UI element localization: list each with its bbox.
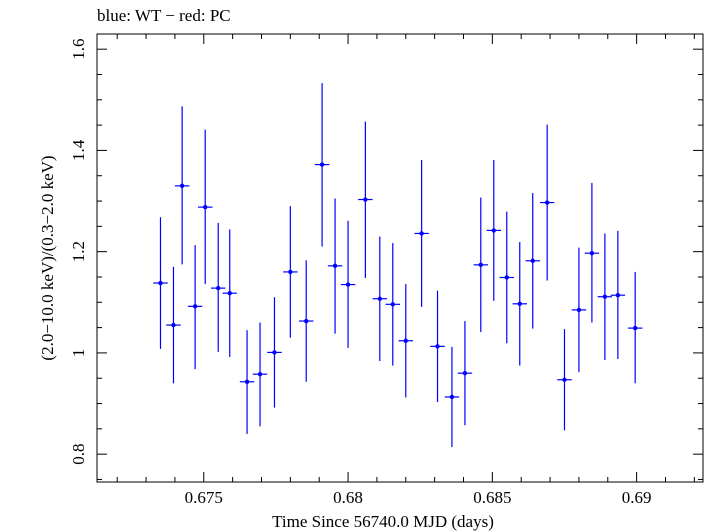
point-marker: [478, 262, 483, 268]
point-marker: [435, 344, 440, 349]
data-point: [398, 284, 413, 398]
point-marker: [589, 250, 595, 256]
point-marker: [419, 231, 424, 236]
point-marker: [562, 377, 567, 382]
data-point: [597, 233, 613, 361]
data-point: [512, 242, 527, 366]
data-point: [210, 222, 226, 352]
point-marker: [602, 294, 608, 299]
data-point: [414, 160, 429, 307]
chart-title: blue: WT − red: PC: [97, 6, 231, 25]
point-marker: [216, 285, 221, 291]
y-axis-ticks: [97, 48, 703, 480]
data-point: [327, 198, 343, 334]
point-marker: [544, 200, 550, 205]
data-point: [198, 129, 213, 285]
y-axis-label: (2.0−10.0 keV)/(0.3−2.0 keV): [38, 155, 57, 360]
point-marker: [171, 322, 176, 328]
point-marker: [462, 370, 468, 376]
data-point: [610, 230, 626, 359]
point-marker: [345, 282, 351, 287]
point-marker: [203, 204, 208, 210]
x-tick-label: 0.68: [333, 488, 363, 507]
point-marker: [363, 197, 368, 202]
y-axis-tick-labels: 0.8 1 1.2 1.4 1.6: [69, 39, 88, 465]
data-point: [372, 236, 388, 362]
x-axis-tick-labels: 0.675 0.68 0.685 0.69: [185, 488, 652, 507]
point-marker: [192, 304, 198, 309]
data-point: [340, 220, 356, 348]
point-marker: [304, 318, 309, 324]
point-marker: [319, 162, 325, 167]
y-tick-label: 1.4: [69, 139, 88, 161]
point-marker: [530, 258, 535, 263]
data-point: [314, 83, 330, 247]
x-tick-label: 0.685: [473, 488, 511, 507]
point-marker: [288, 269, 293, 275]
point-marker: [491, 228, 496, 233]
x-tick-label: 0.675: [185, 488, 223, 507]
point-marker: [615, 293, 621, 298]
data-point: [571, 247, 587, 373]
data-point: [457, 321, 473, 426]
point-marker: [244, 379, 250, 384]
data-point: [557, 329, 572, 431]
point-marker: [179, 183, 185, 189]
point-marker: [504, 275, 509, 280]
data-point: [267, 297, 282, 408]
point-marker: [449, 394, 455, 400]
point-marker: [332, 263, 338, 269]
x-axis-label: Time Since 56740.0 MJD (days): [272, 512, 494, 531]
data-point: [486, 160, 501, 301]
point-marker: [517, 301, 522, 307]
data-point: [539, 124, 555, 281]
y-tick-label: 1.6: [69, 39, 88, 60]
point-marker: [377, 296, 382, 301]
y-tick-label: 1.2: [69, 241, 88, 262]
data-point: [525, 192, 540, 329]
data-point: [627, 271, 643, 384]
x-axis-ticks: [116, 34, 695, 482]
data-point: [473, 197, 489, 333]
point-marker: [403, 338, 408, 343]
data-point: [283, 206, 298, 338]
point-marker: [257, 371, 263, 377]
y-tick-label: 0.8: [69, 444, 88, 465]
data-point: [166, 266, 181, 384]
data-point: [239, 330, 255, 434]
point-marker: [390, 302, 395, 307]
point-marker: [632, 325, 638, 331]
point-marker: [227, 290, 232, 296]
data-point: [222, 229, 237, 357]
data-point: [299, 260, 314, 382]
data-point: [385, 243, 400, 366]
y-tick-label: 1: [69, 349, 88, 358]
point-marker: [576, 307, 582, 313]
data-point: [153, 217, 168, 349]
plot-frame: [96, 33, 704, 483]
data-point: [252, 322, 268, 427]
data-point: [174, 106, 190, 265]
data-point: [358, 121, 373, 278]
x-tick-label: 0.69: [622, 488, 652, 507]
data-point: [187, 245, 203, 370]
data-point: [499, 211, 514, 344]
data-point: [430, 290, 445, 403]
point-marker: [158, 280, 163, 286]
point-marker: [272, 350, 277, 355]
data-point: [444, 346, 460, 448]
data-points: [153, 83, 643, 448]
data-point: [584, 182, 600, 323]
